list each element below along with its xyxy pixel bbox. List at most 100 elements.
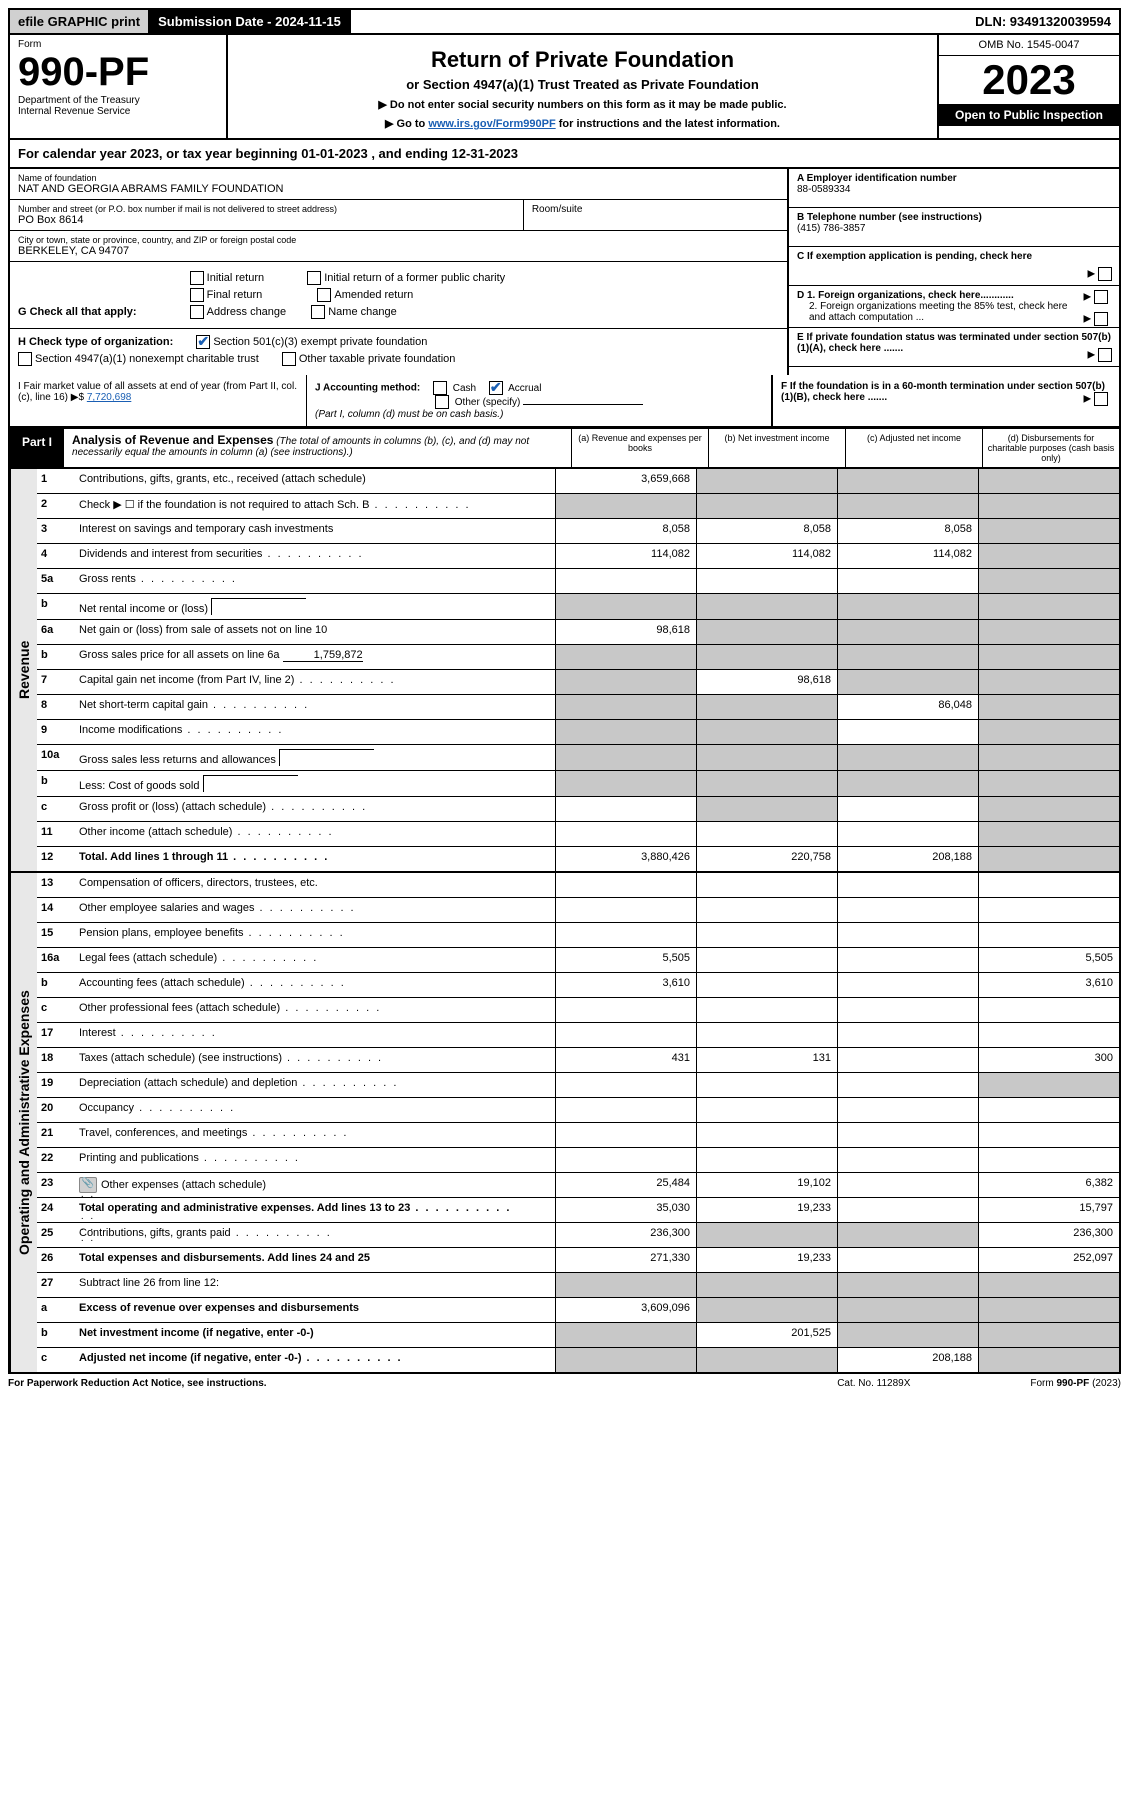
initial-former-checkbox[interactable] <box>307 271 321 285</box>
value-cell-b <box>696 1273 837 1297</box>
table-row: 17Interest <box>37 1023 1119 1048</box>
value-cell-b <box>696 1223 837 1247</box>
ssn-notice: ▶ Do not enter social security numbers o… <box>236 98 929 111</box>
irs-link[interactable]: www.irs.gov/Form990PF <box>428 118 555 130</box>
value-cell-c: 8,058 <box>837 519 978 543</box>
4947-checkbox[interactable] <box>18 352 32 366</box>
line-description: Taxes (attach schedule) (see instruction… <box>79 1048 555 1072</box>
amended-return-checkbox[interactable] <box>317 288 331 302</box>
foundation-address: PO Box 8614 <box>18 214 779 226</box>
efile-print-button[interactable]: efile GRAPHIC print <box>10 10 150 33</box>
foundation-name: NAT AND GEORGIA ABRAMS FAMILY FOUNDATION <box>18 183 779 195</box>
value-cell-b: 98,618 <box>696 670 837 694</box>
value-cell-a: 114,082 <box>555 544 696 568</box>
table-row: 20Occupancy <box>37 1098 1119 1123</box>
value-cell-c: 114,082 <box>837 544 978 568</box>
line-description: Net gain or (loss) from sale of assets n… <box>79 620 555 644</box>
value-cell-a: 3,609,096 <box>555 1298 696 1322</box>
line-number: 21 <box>37 1123 79 1147</box>
value-cell-d <box>978 745 1119 770</box>
value-cell-d: 3,610 <box>978 973 1119 997</box>
line-description: Total. Add lines 1 through 11 <box>79 847 555 871</box>
e-label: E If private foundation status was termi… <box>797 332 1111 354</box>
value-cell-b <box>696 771 837 796</box>
final-return-checkbox[interactable] <box>190 288 204 302</box>
table-row: 6aNet gain or (loss) from sale of assets… <box>37 620 1119 645</box>
value-cell-c <box>837 569 978 593</box>
foreign-85-checkbox[interactable] <box>1094 312 1108 326</box>
table-row: 22Printing and publications <box>37 1148 1119 1173</box>
fmv-link[interactable]: 7,720,698 <box>87 392 132 403</box>
value-cell-d <box>978 695 1119 719</box>
value-cell-c <box>837 973 978 997</box>
table-row: 10aGross sales less returns and allowanc… <box>37 745 1119 771</box>
line-number: 6a <box>37 620 79 644</box>
value-cell-c: 208,188 <box>837 1348 978 1372</box>
table-row: bGross sales price for all assets on lin… <box>37 645 1119 670</box>
cash-checkbox[interactable] <box>433 381 447 395</box>
value-cell-b <box>696 620 837 644</box>
part1-header: Part I Analysis of Revenue and Expenses … <box>8 428 1121 469</box>
name-change-checkbox[interactable] <box>311 305 325 319</box>
ein-value: 88-0589334 <box>797 184 850 195</box>
value-cell-c <box>837 948 978 972</box>
value-cell-b <box>696 873 837 897</box>
line-description: Excess of revenue over expenses and disb… <box>79 1298 555 1322</box>
room-label: Room/suite <box>523 200 591 230</box>
value-cell-c <box>837 1198 978 1222</box>
exemption-checkbox[interactable] <box>1098 267 1112 281</box>
value-cell-c: 86,048 <box>837 695 978 719</box>
calendar-year-row: For calendar year 2023, or tax year begi… <box>8 140 1121 169</box>
foreign-org-checkbox[interactable] <box>1094 290 1108 304</box>
address-change-checkbox[interactable] <box>190 305 204 319</box>
value-cell-d: 252,097 <box>978 1248 1119 1272</box>
value-cell-c <box>837 1098 978 1122</box>
table-row: 19Depreciation (attach schedule) and dep… <box>37 1073 1119 1098</box>
value-cell-c <box>837 1223 978 1247</box>
line-description: Total operating and administrative expen… <box>79 1198 555 1222</box>
line-description: Check ▶ ☐ if the foundation is not requi… <box>79 494 555 518</box>
name-label: Name of foundation <box>18 173 779 183</box>
value-cell-b <box>696 797 837 821</box>
omb-number: OMB No. 1545-0047 <box>939 35 1119 56</box>
value-cell-d <box>978 469 1119 493</box>
value-cell-c <box>837 873 978 897</box>
attachment-icon[interactable]: 📎 <box>79 1177 97 1193</box>
table-row: cOther professional fees (attach schedul… <box>37 998 1119 1023</box>
table-row: cGross profit or (loss) (attach schedule… <box>37 797 1119 822</box>
status-terminated-checkbox[interactable] <box>1098 348 1112 362</box>
form-header: Form 990-PF Department of the Treasury I… <box>8 33 1121 140</box>
value-cell-a <box>555 797 696 821</box>
501c3-checkbox[interactable] <box>196 335 210 349</box>
initial-return-checkbox[interactable] <box>190 271 204 285</box>
line-description: Pension plans, employee benefits <box>79 923 555 947</box>
value-cell-c <box>837 1073 978 1097</box>
other-method-checkbox[interactable] <box>435 395 449 409</box>
value-cell-c <box>837 745 978 770</box>
line-number: 7 <box>37 670 79 694</box>
value-cell-d <box>978 1123 1119 1147</box>
other-taxable-checkbox[interactable] <box>282 352 296 366</box>
value-cell-c <box>837 469 978 493</box>
line-number: 25 <box>37 1223 79 1247</box>
value-cell-a <box>555 1023 696 1047</box>
line-description: Accounting fees (attach schedule) <box>79 973 555 997</box>
table-row: bAccounting fees (attach schedule)3,6103… <box>37 973 1119 998</box>
line-description: Total expenses and disbursements. Add li… <box>79 1248 555 1272</box>
value-cell-a <box>555 998 696 1022</box>
line-description: Subtract line 26 from line 12: <box>79 1273 555 1297</box>
line-description: Other income (attach schedule) <box>79 822 555 846</box>
60month-checkbox[interactable] <box>1094 392 1108 406</box>
line-description: Dividends and interest from securities <box>79 544 555 568</box>
line-number: 5a <box>37 569 79 593</box>
accrual-checkbox[interactable] <box>489 381 503 395</box>
line-number: b <box>37 973 79 997</box>
phone-label: B Telephone number (see instructions) <box>797 212 982 223</box>
value-cell-c <box>837 1173 978 1197</box>
value-cell-c <box>837 1123 978 1147</box>
value-cell-a <box>555 1348 696 1372</box>
value-cell-c <box>837 1273 978 1297</box>
value-cell-d <box>978 822 1119 846</box>
cat-number: Cat. No. 11289X <box>837 1378 910 1389</box>
value-cell-b: 220,758 <box>696 847 837 871</box>
